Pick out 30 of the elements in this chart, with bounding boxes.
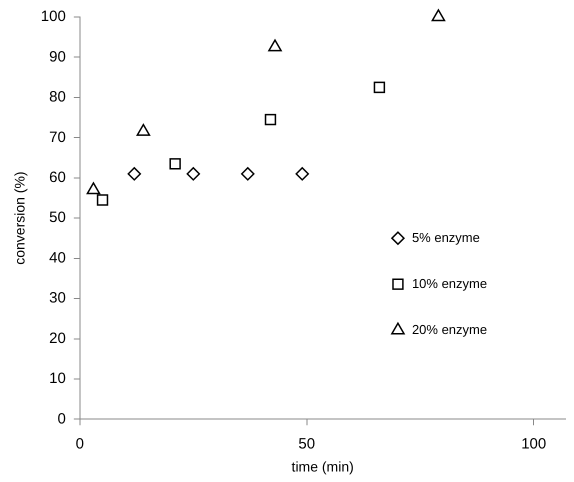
y-tick-label: 100: [40, 8, 66, 26]
point: [96, 194, 108, 206]
point: [169, 158, 181, 170]
point: [264, 114, 276, 126]
point: [432, 9, 446, 22]
point: [268, 39, 282, 52]
point: [295, 167, 309, 181]
legend-label: 20% enzyme: [412, 322, 488, 337]
y-tick-label: 60: [49, 169, 66, 186]
x-tick-label: 50: [298, 435, 316, 452]
point: [128, 167, 142, 181]
point: [241, 167, 255, 181]
y-tick-label: 0: [57, 410, 66, 428]
point: [136, 124, 150, 136]
y-axis-title: conversion (%): [11, 171, 28, 265]
point: [374, 82, 386, 94]
legend-label: 5% enzyme: [412, 230, 480, 245]
legend-label: 10% enzyme: [412, 276, 488, 291]
y-tick-label: 90: [49, 48, 66, 66]
y-tick-label: 20: [49, 330, 66, 347]
y-tick-label: 30: [49, 290, 66, 307]
x-tick-label: 0: [76, 435, 84, 452]
point: [186, 167, 200, 181]
y-tick-label: 70: [49, 128, 66, 146]
x-tick-label: 100: [521, 435, 546, 452]
y-tick-label: 10: [49, 370, 66, 388]
x-axis-title: time (min): [292, 458, 354, 474]
y-tick-label: 50: [49, 209, 66, 226]
y-tick-label: 80: [49, 88, 66, 106]
y-tick-label: 40: [49, 249, 66, 266]
